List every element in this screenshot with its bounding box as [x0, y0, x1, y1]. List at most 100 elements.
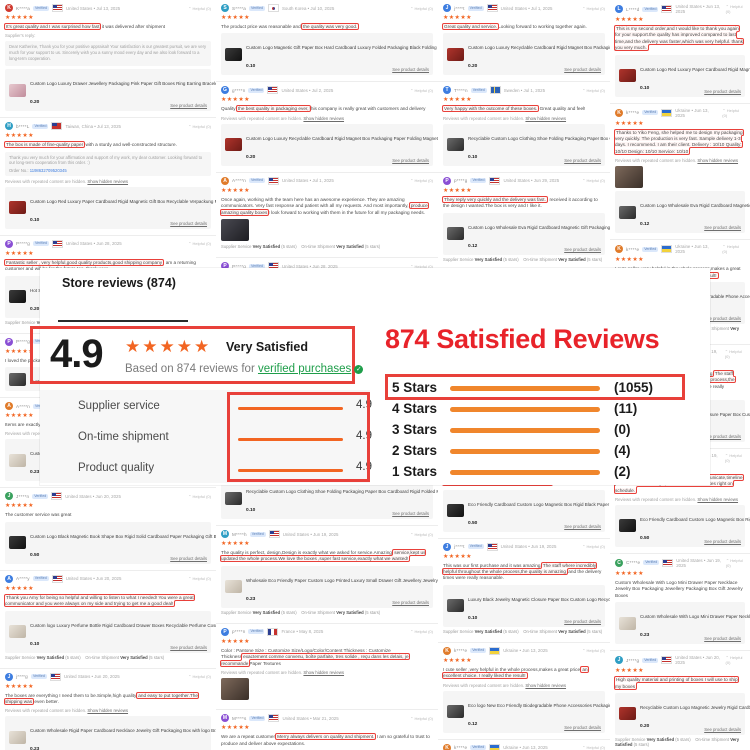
product-card[interactable]: Wholesale Eco Friendly Paper Custom Logo… — [221, 565, 438, 608]
hidden-reviews-notice: Reviews with repeated content are hidden… — [5, 708, 129, 714]
see-product-details-link[interactable]: See product details — [170, 555, 207, 561]
store-rating-overlay: Store reviews (874) 4.9 ★★★★★ Very Satis… — [30, 268, 710, 485]
helpful-button[interactable]: ⌃ Helpful (0) — [724, 349, 742, 360]
product-price: $0.20-0.23 — [640, 633, 650, 639]
product-info: Custom Logo Red Luxury Paper Cardboard R… — [30, 190, 216, 226]
helpful-button[interactable]: ⌃ Helpful (0) — [188, 123, 211, 129]
see-product-details-link[interactable]: See product details — [704, 316, 741, 322]
product-info: Luxury Black Jewelry Magnetic Closure Pa… — [468, 588, 610, 624]
see-product-details-link[interactable]: See product details — [564, 157, 601, 163]
avatar: P — [443, 176, 451, 185]
show-hidden-reviews-link[interactable]: Show hidden reviews — [87, 178, 129, 184]
review-photo[interactable] — [615, 166, 643, 189]
helpful-button[interactable]: ⌃ Helpful (0) — [582, 5, 605, 11]
review-text-plain: The quality is perfect, design,Design is… — [221, 550, 394, 556]
helpful-button[interactable]: ⌃ Helpful (0) — [582, 178, 605, 184]
helpful-button[interactable]: ⌃ Helpful (0) — [188, 5, 211, 11]
helpful-button[interactable]: ⌃ Helpful (0) — [410, 629, 433, 635]
show-hidden-reviews-link[interactable]: Show hidden reviews — [697, 158, 739, 164]
see-product-details-link[interactable]: See product details — [704, 433, 741, 439]
star-row-label: 4 Stars — [392, 401, 438, 416]
helpful-button[interactable]: ⌃ Helpful (0) — [582, 745, 605, 750]
see-product-details-link[interactable]: See product details — [564, 67, 601, 73]
verified-badge: Verified — [32, 5, 49, 11]
helpful-button[interactable]: ⌃ Helpful (0) — [410, 87, 433, 93]
review-stars-icon: ★★★★★ — [443, 15, 472, 21]
helpful-button[interactable]: ⌃ Helpful (0) — [188, 493, 211, 499]
product-card[interactable]: Custom Logo Magnetic Gift Paper Box Hard… — [221, 33, 438, 76]
see-product-details-link[interactable]: See product details — [704, 225, 741, 231]
see-product-details-link[interactable]: See product details — [564, 724, 601, 730]
helpful-button[interactable]: ⌃ Helpful (0) — [722, 244, 740, 255]
see-product-details-link[interactable]: See product details — [704, 636, 741, 642]
show-hidden-reviews-link[interactable]: Show hidden reviews — [525, 115, 567, 121]
see-product-details-link[interactable]: See product details — [704, 538, 741, 544]
see-product-details-link[interactable]: See product details — [564, 246, 601, 252]
see-product-details-link[interactable]: See product details — [704, 726, 741, 732]
product-card[interactable]: Custom Logo Luxury Drawer Jewellery Pack… — [5, 69, 216, 112]
helpful-button[interactable]: ⌃ Helpful (0) — [410, 715, 433, 721]
helpful-button[interactable]: ⌃ Helpful (0) — [582, 87, 605, 93]
helpful-button[interactable]: ⌃ Helpful (0) — [410, 263, 433, 269]
order-number-value[interactable]: 1198632709520345 — [29, 167, 67, 173]
see-product-details-link[interactable]: See product details — [564, 523, 601, 529]
see-product-details-link[interactable]: See product details — [564, 618, 601, 624]
helpful-button[interactable]: ⌃ Helpful (0) — [410, 178, 433, 184]
product-card[interactable]: Custom Logo Black Magnetic Book Shape Bo… — [5, 521, 216, 564]
helpful-button[interactable]: ⌃ Helpful (0) — [188, 241, 211, 247]
hidden-reviews-notice: Reviews with repeated content are hidden… — [615, 158, 739, 164]
review-photo[interactable] — [221, 219, 249, 242]
review-text: It's great quality and I was surprised h… — [3, 23, 211, 30]
helpful-button[interactable]: ⌃ Helpful (0) — [722, 107, 740, 118]
helpful-button[interactable]: ⌃ Helpful (0) — [410, 5, 433, 11]
show-hidden-reviews-link[interactable]: Show hidden reviews — [303, 115, 345, 121]
product-card[interactable]: Custom Logo Wholesale Eva Rigid Cardboar… — [443, 212, 610, 255]
product-card[interactable]: Luxury Black Jewelry Magnetic Closure Pa… — [443, 584, 610, 627]
show-hidden-reviews-link[interactable]: Show hidden reviews — [87, 708, 129, 714]
product-card[interactable]: Custom Logo Luxury Recyclable Cardboard … — [443, 33, 610, 76]
product-card[interactable]: Eco Friendly Cardboard Custom Logo Magne… — [443, 489, 610, 532]
helpful-button[interactable]: ⌃ Helpful (0) — [582, 648, 605, 654]
product-card[interactable]: Custom logo Luxury Perfume Bottle Rigid … — [5, 610, 216, 653]
reviewer-name: k****e — [454, 648, 468, 654]
product-card[interactable]: Custom Wholesale Rigid Paper Cardboard N… — [5, 716, 216, 750]
helpful-button[interactable]: ⌃ Helpful (0) — [725, 655, 743, 666]
show-hidden-reviews-link[interactable]: Show hidden reviews — [303, 670, 345, 676]
product-card[interactable]: Recyclable Custom Logo Clothing Shoe Fol… — [443, 123, 610, 166]
product-card[interactable]: Custom Logo Wholesale Eva Rigid Cardboar… — [615, 191, 750, 234]
see-product-details-link[interactable]: See product details — [392, 511, 429, 517]
product-card[interactable]: Eco logo New Eco Friendly Biodegradable … — [443, 690, 610, 733]
product-name: Eco Friendly Cardboard Custom Logo Magne… — [640, 516, 750, 522]
product-thumbnail — [225, 491, 242, 505]
helpful-button[interactable]: ⌃ Helpful (0) — [188, 576, 211, 582]
helpful-button[interactable]: ⌃ Helpful (0) — [410, 531, 433, 537]
product-card[interactable]: Custom Logo Red Luxury Paper Cardboard R… — [615, 54, 750, 97]
product-card[interactable]: Eco Friendly Cardboard Custom Logo Magne… — [615, 504, 750, 547]
see-product-details-link[interactable]: See product details — [170, 103, 207, 109]
hidden-reviews-notice: Reviews with repeated content are hidden… — [443, 682, 567, 688]
see-product-details-link[interactable]: See product details — [392, 599, 429, 605]
show-hidden-reviews-link[interactable]: Show hidden reviews — [525, 682, 567, 688]
verified-badge: Verified — [30, 674, 47, 680]
show-hidden-reviews-link[interactable]: Show hidden reviews — [697, 496, 739, 502]
see-product-details-link[interactable]: See product details — [170, 220, 207, 226]
helpful-button[interactable]: ⌃ Helpful (0) — [725, 4, 743, 14]
helpful-button[interactable]: ⌃ Helpful (0) — [582, 544, 605, 550]
see-product-details-link[interactable]: See product details — [392, 67, 429, 73]
verified-purchases-link[interactable]: verified purchases — [257, 363, 352, 375]
product-card[interactable]: Custom Wholesale With Logo Mini Drawer P… — [615, 602, 750, 645]
product-card[interactable]: Recyclable Custom Logo Magnetic Jewelry … — [615, 692, 750, 735]
see-product-details-link[interactable]: See product details — [392, 157, 429, 163]
product-name: Wholesale Eco Friendly Paper Custom Logo… — [246, 577, 438, 583]
helpful-button[interactable]: ⌃ Helpful (0) — [724, 452, 742, 463]
product-card[interactable]: Custom Logo Luxury Recyclable Cardboard … — [221, 123, 438, 166]
helpful-button[interactable]: ⌃ Helpful (0) — [188, 674, 211, 680]
product-card[interactable]: Custom Logo Red Luxury Paper Cardboard R… — [5, 186, 216, 229]
see-product-details-link[interactable]: See product details — [170, 644, 207, 650]
helpful-button[interactable]: ⌃ Helpful (0) — [725, 557, 743, 568]
country-flag-icon — [51, 4, 63, 12]
review-photo[interactable] — [221, 678, 249, 701]
see-product-details-link[interactable]: See product details — [704, 88, 741, 94]
